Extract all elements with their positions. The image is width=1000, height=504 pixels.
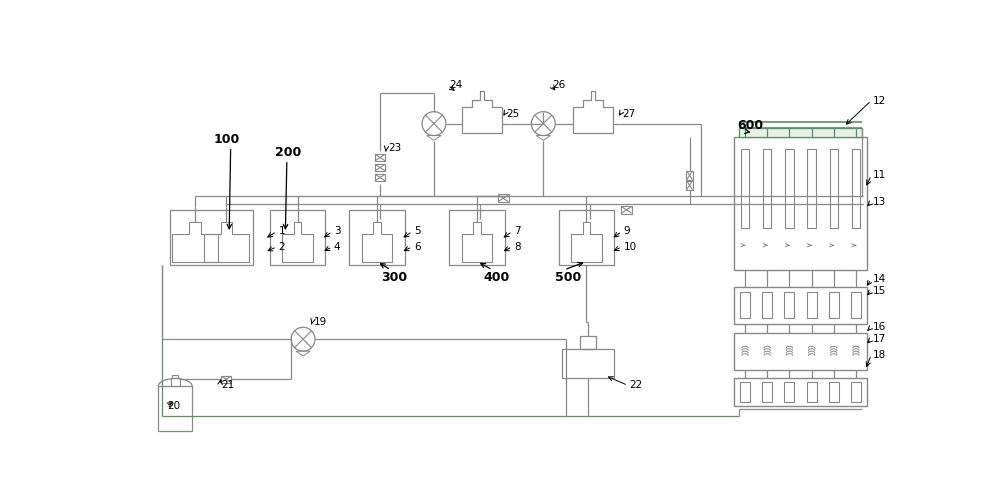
Text: 8: 8 xyxy=(514,242,521,252)
Bar xyxy=(375,154,385,161)
Bar xyxy=(171,379,180,386)
Text: 5: 5 xyxy=(414,226,421,236)
Text: 600: 600 xyxy=(737,118,763,132)
Bar xyxy=(562,349,614,377)
Bar xyxy=(686,170,693,180)
Text: 24: 24 xyxy=(449,80,463,90)
Bar xyxy=(349,210,405,265)
Text: 2: 2 xyxy=(278,242,285,252)
Text: 1: 1 xyxy=(278,226,285,236)
Bar xyxy=(270,210,325,265)
Bar xyxy=(375,174,385,181)
Text: 21: 21 xyxy=(221,381,235,391)
Text: 300: 300 xyxy=(382,271,408,284)
Bar xyxy=(740,292,750,319)
Text: 12: 12 xyxy=(873,96,886,105)
Bar xyxy=(829,383,839,402)
Text: 22: 22 xyxy=(630,381,643,391)
Bar xyxy=(807,149,816,228)
Bar xyxy=(449,210,505,265)
Bar xyxy=(170,210,253,265)
Bar xyxy=(158,386,192,431)
Bar xyxy=(621,206,632,214)
Text: 16: 16 xyxy=(873,322,886,332)
Bar xyxy=(734,138,867,270)
Text: 27: 27 xyxy=(622,108,635,118)
Bar xyxy=(734,287,867,324)
Text: 23: 23 xyxy=(388,143,401,153)
Bar xyxy=(580,336,596,349)
Bar xyxy=(734,379,867,406)
Bar xyxy=(830,149,838,228)
Bar xyxy=(734,333,867,370)
Bar xyxy=(851,383,861,402)
Text: 11: 11 xyxy=(873,170,886,180)
Bar xyxy=(784,383,794,402)
Text: 3: 3 xyxy=(334,226,340,236)
Bar xyxy=(686,180,693,190)
Text: 19: 19 xyxy=(314,317,327,327)
Bar xyxy=(740,383,750,402)
Bar xyxy=(851,292,861,319)
Text: 6: 6 xyxy=(414,242,421,252)
Bar xyxy=(375,164,385,171)
Bar xyxy=(741,149,749,228)
Text: 13: 13 xyxy=(873,197,886,207)
Text: 15: 15 xyxy=(873,286,886,296)
Text: 17: 17 xyxy=(873,334,886,344)
Text: 10: 10 xyxy=(623,242,637,252)
Bar xyxy=(762,292,772,319)
Bar xyxy=(763,149,771,228)
Bar xyxy=(762,383,772,402)
Text: 200: 200 xyxy=(275,146,302,159)
Text: 20: 20 xyxy=(168,401,181,411)
Text: 400: 400 xyxy=(483,271,509,284)
Text: 26: 26 xyxy=(553,80,566,90)
Text: 14: 14 xyxy=(873,274,886,284)
Bar xyxy=(829,292,839,319)
Bar xyxy=(785,149,794,228)
Text: 9: 9 xyxy=(623,226,630,236)
Bar xyxy=(807,292,817,319)
Bar xyxy=(807,383,817,402)
Text: 7: 7 xyxy=(514,226,521,236)
Bar xyxy=(559,210,614,265)
Bar xyxy=(498,195,509,202)
Bar xyxy=(221,376,231,383)
Text: 500: 500 xyxy=(555,271,581,284)
Bar xyxy=(784,292,794,319)
Text: 100: 100 xyxy=(214,133,240,146)
Bar xyxy=(852,149,860,228)
Text: 25: 25 xyxy=(506,108,520,118)
Bar xyxy=(172,374,178,379)
Text: 18: 18 xyxy=(873,350,886,360)
Text: 4: 4 xyxy=(334,242,340,252)
Bar xyxy=(739,128,862,138)
